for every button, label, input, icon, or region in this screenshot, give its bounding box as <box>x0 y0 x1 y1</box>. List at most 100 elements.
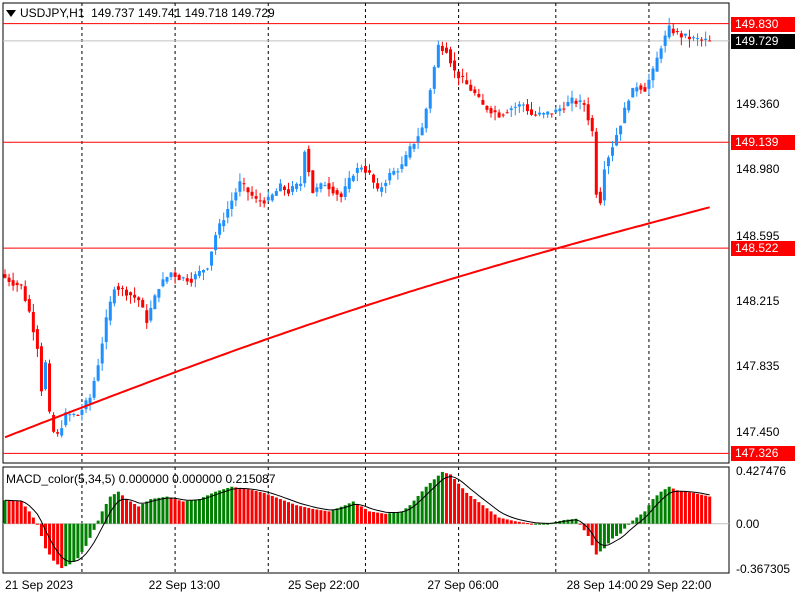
macd-histogram-bar <box>351 501 355 524</box>
candle-body <box>129 292 133 296</box>
candle-body <box>218 223 222 235</box>
candle-body <box>359 167 363 170</box>
candle-body <box>501 114 505 116</box>
candle-body <box>594 131 598 195</box>
candle-body <box>436 44 440 68</box>
candle-body <box>125 289 128 296</box>
candle-body <box>509 108 513 110</box>
candle-body <box>181 277 185 279</box>
candle-body <box>39 346 43 392</box>
candle-body <box>84 400 88 410</box>
candle-body <box>351 175 355 181</box>
macd-tick-label: -0.367305 <box>736 561 791 576</box>
macd-histogram-bar <box>311 508 315 524</box>
candle-body <box>582 103 586 105</box>
macd-histogram-bar <box>606 523 610 544</box>
candle-body <box>363 166 367 173</box>
candle-body <box>449 49 452 64</box>
candle-body <box>274 191 278 196</box>
candle-body <box>611 147 614 156</box>
macd-histogram-bar <box>141 503 145 524</box>
macd-histogram-bar <box>501 518 505 524</box>
macd-histogram-bar <box>687 492 691 524</box>
candle-body <box>485 105 489 110</box>
macd-histogram-bar <box>246 489 250 524</box>
macd-histogram-bar <box>149 499 153 524</box>
time-tick-label: 25 Sep 22:00 <box>287 578 360 592</box>
candle-body <box>404 154 408 167</box>
macd-histogram-bar <box>700 494 704 524</box>
candle-body <box>692 37 695 39</box>
candle-body <box>96 365 100 381</box>
candle-body <box>368 170 371 173</box>
candle-body <box>197 270 201 276</box>
candle-body <box>534 114 538 116</box>
candle-body <box>266 197 270 201</box>
macd-pane-frame <box>2 466 730 574</box>
candle-body <box>104 317 108 342</box>
candle-body <box>92 380 96 398</box>
macd-histogram-bar <box>424 486 428 524</box>
candle-body <box>400 164 404 169</box>
macd-histogram-bar <box>602 523 606 549</box>
level-147326-tag: 147.326 <box>731 446 795 462</box>
candle-body <box>120 287 124 289</box>
candle-body <box>704 38 708 40</box>
macd-histogram-bar <box>696 493 700 524</box>
candle-body <box>392 171 396 175</box>
candle-body <box>659 48 663 59</box>
candle-body <box>19 284 23 286</box>
macd-histogram-bar <box>663 489 667 524</box>
candle-body <box>647 79 651 89</box>
candle-body <box>339 193 343 198</box>
macd-histogram-bar <box>542 523 546 525</box>
macd-histogram-bar <box>27 511 31 524</box>
macd-histogram-bar <box>214 491 218 524</box>
macd-histogram-bar <box>31 517 35 524</box>
macd-histogram-bar <box>420 491 424 524</box>
macd-histogram-bar <box>7 500 11 524</box>
macd-histogram-bar <box>416 495 420 524</box>
macd-histogram-bar <box>145 501 149 524</box>
macd-histogram-bar <box>635 517 639 524</box>
dropdown-arrow-icon[interactable] <box>6 10 16 18</box>
candle-body <box>566 102 570 106</box>
candle-body <box>477 93 481 97</box>
macd-histogram-bar <box>408 505 412 524</box>
macd-histogram-bar <box>303 507 307 524</box>
candle-body <box>687 36 691 40</box>
candle-body <box>311 170 315 193</box>
candle-body <box>323 185 327 187</box>
macd-histogram-bar <box>157 497 161 524</box>
macd-histogram-bar <box>461 488 465 524</box>
candle-body <box>48 363 52 412</box>
macd-histogram-bar <box>278 499 282 524</box>
candle-body <box>615 135 619 146</box>
macd-histogram-bar <box>15 501 19 524</box>
candle-body <box>651 68 655 81</box>
current-price-tag: 149.729 <box>731 33 795 49</box>
macd-histogram-bar <box>68 523 72 565</box>
macd-histogram-bar <box>242 488 246 524</box>
candle-body <box>683 33 687 36</box>
candle-body <box>116 286 120 290</box>
candle-body <box>542 113 546 115</box>
candle-body <box>643 87 647 92</box>
price-pane-frame <box>2 2 730 464</box>
macd-histogram-bar <box>586 523 590 537</box>
macd-histogram-bar <box>453 479 457 524</box>
candle-body <box>380 187 384 192</box>
macd-histogram-bar <box>582 523 586 531</box>
macd-histogram-bar <box>465 492 469 524</box>
candle-body <box>550 113 554 115</box>
candle-body <box>619 125 623 135</box>
candle-body <box>457 71 461 79</box>
macd-histogram-bar <box>169 497 173 524</box>
chart-header: USDJPY,H1 149.737 149.741 149.718 149.72… <box>6 6 275 20</box>
macd-histogram-bar <box>619 523 623 534</box>
macd-histogram-bar <box>368 511 371 524</box>
macd-histogram-bar <box>339 506 343 524</box>
candle-body <box>440 45 444 52</box>
candle-body <box>505 112 509 114</box>
